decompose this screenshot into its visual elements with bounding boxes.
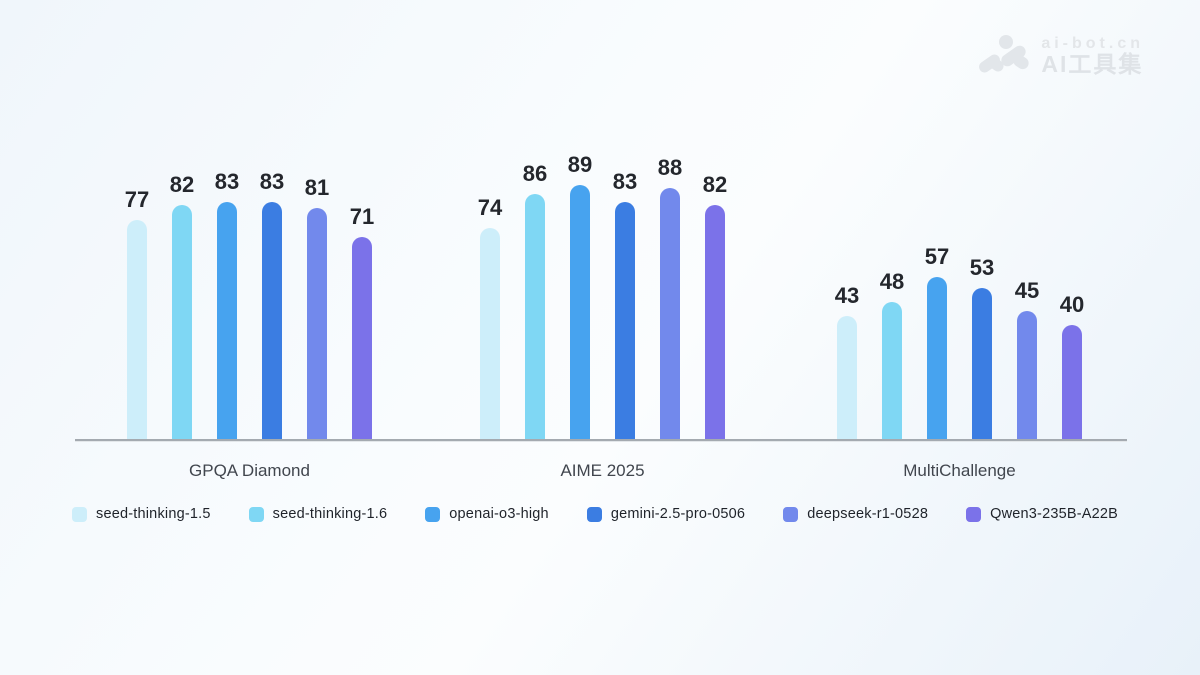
bar-value-label: 71 [349,203,375,229]
bar-column: 82 [169,172,195,439]
bar [307,208,327,439]
ai-bot-logo-icon [979,35,1029,73]
bar [570,185,590,439]
bar-value-label: 83 [214,169,240,195]
bar [217,202,237,439]
legend-item: openai-o3-high [425,506,549,522]
bar-column: 57 [924,243,950,439]
bar-value-label: 89 [567,152,593,178]
bar-column: 86 [522,160,548,439]
bar [262,202,282,439]
bar-column: 74 [477,195,503,439]
bar-column: 45 [1014,277,1040,439]
bar-column: 82 [702,172,728,439]
bar-value-label: 43 [834,283,860,309]
bar-value-label: 74 [477,195,503,221]
legend-swatch-icon [425,506,441,522]
legend-swatch-icon [966,506,982,522]
bar [972,287,992,439]
bar-group: 43 48 57 53 45 40 MultiChallenge [834,243,1085,480]
legend-label: openai-o3-high [449,506,549,522]
bar-value-label: 48 [879,269,905,295]
bar [480,228,500,439]
bar-column: 83 [214,169,240,439]
legend-item: Qwen3-235B-A22B [966,506,1118,522]
bar [127,219,147,439]
legend-swatch-icon [248,506,264,522]
bar-value-label: 45 [1014,277,1040,303]
legend-label: gemini-2.5-pro-0506 [610,506,746,522]
bar [1062,325,1082,439]
bar-column: 89 [567,152,593,439]
legend-item: seed-thinking-1.6 [248,506,388,522]
legend-label: seed-thinking-1.5 [96,506,211,522]
bar [525,193,545,439]
category-label: MultiChallenge [903,461,1016,480]
bar-value-label: 82 [702,172,728,198]
bar-column: 40 [1059,292,1085,439]
bar [615,202,635,439]
legend-item: deepseek-r1-0528 [783,506,928,522]
legend-swatch-icon [783,506,799,522]
legend-item: seed-thinking-1.5 [72,506,211,522]
legend: seed-thinking-1.5 seed-thinking-1.6 openai… [72,506,1118,522]
bar-column: 83 [259,169,285,439]
watermark: ai-bot.cn AI工具集 [977,33,1144,79]
bar [660,188,680,439]
watermark-domain: ai-bot.cn [1041,34,1144,52]
bar-column: 88 [657,155,683,439]
bar-column: 71 [349,203,375,439]
watermark-text: ai-bot.cn AI工具集 [1041,35,1144,77]
bar-value-label: 83 [259,169,285,195]
bar-column: 83 [612,169,638,439]
bar-value-label: 82 [169,172,195,198]
category-label: GPQA Diamond [189,461,310,480]
bar [837,316,857,439]
bar-value-label: 86 [522,160,548,186]
bar-value-label: 88 [657,155,683,181]
legend-swatch-icon [72,506,87,522]
bar-column: 43 [834,283,860,439]
bar [1017,310,1037,439]
bar-column: 77 [124,186,150,439]
legend-label: deepseek-r1-0528 [807,506,929,522]
bar-value-label: 40 [1059,292,1085,317]
legend-label: seed-thinking-1.6 [272,506,388,522]
bar-value-label: 57 [924,243,950,269]
bar [882,302,902,439]
x-axis-line [75,439,1127,442]
bar-value-label: 53 [969,254,995,280]
bar-value-label: 83 [612,169,638,195]
bar-group: 74 86 89 83 88 82 AIME 2025 [477,152,728,480]
bar-column: 48 [879,269,905,439]
bar-group: 77 82 83 83 81 71 GPQA Diamond [124,169,375,480]
bar-column: 81 [304,175,330,439]
bar [705,205,725,439]
bar [172,205,192,439]
legend-swatch-icon [586,506,602,522]
legend-label: Qwen3-235B-A22B [990,506,1119,522]
bar-value-label: 77 [124,186,150,212]
legend-item: gemini-2.5-pro-0506 [586,506,746,522]
bar [352,236,372,439]
category-label: AIME 2025 [560,461,645,480]
watermark-brand: AI工具集 [1041,51,1144,78]
bar-value-label: 81 [304,175,330,201]
bar [927,276,947,439]
bar-column: 53 [969,254,995,439]
